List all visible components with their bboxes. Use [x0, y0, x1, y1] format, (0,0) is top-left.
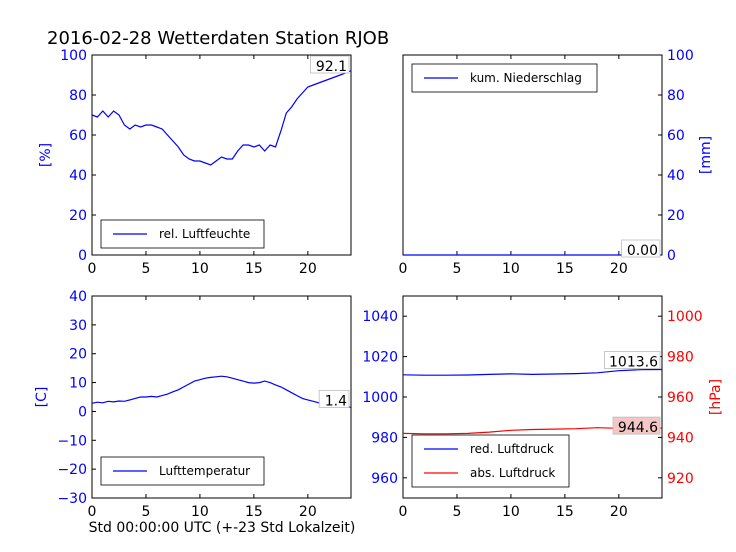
legend-humidity-entry: rel. Luftfeuchte: [159, 227, 250, 241]
x-tick-label: 10: [191, 504, 209, 520]
x-tick-label: 20: [610, 504, 628, 520]
y-tick-label-right: 940: [667, 430, 694, 446]
y-tick-label: 100: [60, 48, 87, 64]
y-tick-label: 40: [69, 168, 87, 184]
y-tick-label: 80: [69, 88, 87, 104]
temperature-line: [91, 375, 352, 408]
last-value-humidity: 92.1: [316, 59, 347, 75]
y-tick-label: −20: [57, 462, 87, 478]
chart-title: 2016-02-28 Wetterdaten Station RJOB: [47, 28, 389, 49]
y-tick-label-right: 100: [667, 48, 694, 64]
y-tick-label: 980: [371, 430, 398, 446]
legend-pressure-entry: red. Luftdruck: [470, 442, 554, 456]
y-tick-label-right: 1000: [667, 309, 703, 325]
y-tick-label: 1020: [362, 350, 398, 366]
y-tick-label: 10: [69, 376, 87, 392]
y-tick-label: 20: [69, 208, 87, 224]
y-tick-label: 30: [69, 318, 87, 334]
humidity-line: [91, 70, 352, 166]
y-tick-label-right: 60: [667, 128, 685, 144]
x-axis-label: Std 00:00:00 UTC (+-23 Std Lokalzeit): [89, 520, 356, 536]
y-axis-label-temperature: [C]: [34, 387, 50, 408]
y-axis-label-pressure: [hPa]: [708, 379, 724, 415]
plot-frame-3: [91, 295, 352, 499]
x-tick-label: 5: [452, 261, 461, 277]
pressure-reduced-line: [402, 368, 663, 376]
x-tick-label: 5: [452, 504, 461, 520]
x-tick-label: 0: [399, 261, 408, 277]
last-value-pressure-absolute-box: [612, 416, 661, 435]
last-value-temperature-box: [318, 389, 350, 408]
x-tick-label: 20: [299, 504, 317, 520]
y-tick-label: 1040: [362, 309, 398, 325]
y-axis-label-precipitation: [mm]: [698, 136, 714, 174]
y-tick-label-right: 40: [667, 168, 685, 184]
x-tick-label: 0: [88, 504, 97, 520]
x-tick-label: 20: [299, 261, 317, 277]
last-value-temperature: 1.4: [325, 393, 347, 409]
legend-pressure-entry: abs. Luftdruck: [470, 466, 555, 480]
plot-frame-1: [91, 54, 352, 256]
legend-temperature-entry: Lufttemperatur: [159, 464, 250, 478]
x-tick-label: 20: [610, 261, 628, 277]
last-value-precipitation-box: [621, 239, 661, 258]
legend-precipitation-entry: kum. Niederschlag: [470, 71, 582, 85]
last-value-precipitation: 0.00: [627, 243, 658, 259]
x-tick-label: 10: [191, 261, 209, 277]
y-tick-label-right: 0: [667, 248, 676, 264]
x-tick-label: 10: [502, 504, 520, 520]
y-tick-label-right: 980: [667, 350, 694, 366]
legend-pressure: [411, 434, 570, 488]
last-value-humidity-box: [310, 55, 350, 74]
x-tick-label: 15: [245, 261, 263, 277]
y-tick-label: 60: [69, 128, 87, 144]
x-tick-label: 5: [141, 504, 150, 520]
x-tick-label: 15: [556, 261, 574, 277]
x-tick-label: 15: [556, 504, 574, 520]
last-value-pressure-absolute: 944.6: [618, 420, 658, 436]
x-tick-label: 15: [245, 504, 263, 520]
y-tick-label: 0: [78, 248, 87, 264]
y-tick-label: −30: [57, 491, 87, 507]
y-axis-label-humidity: [%]: [38, 143, 54, 167]
y-tick-label: 1000: [362, 390, 398, 406]
y-tick-label: 0: [78, 404, 87, 420]
y-tick-label: 40: [69, 289, 87, 305]
x-tick-label: 5: [141, 261, 150, 277]
y-tick-label-right: 20: [667, 208, 685, 224]
y-tick-label: 960: [371, 471, 398, 487]
x-tick-label: 0: [399, 504, 408, 520]
x-tick-label: 10: [502, 261, 520, 277]
last-value-pressure-reduced-box: [604, 351, 661, 369]
x-tick-label: 0: [88, 261, 97, 277]
y-tick-label: 20: [69, 347, 87, 363]
y-tick-label-right: 920: [667, 471, 694, 487]
last-value-pressure-reduced: 1013.6: [609, 355, 658, 371]
y-tick-label: −10: [57, 433, 87, 449]
y-tick-label-right: 960: [667, 390, 694, 406]
y-tick-label-right: 80: [667, 88, 685, 104]
